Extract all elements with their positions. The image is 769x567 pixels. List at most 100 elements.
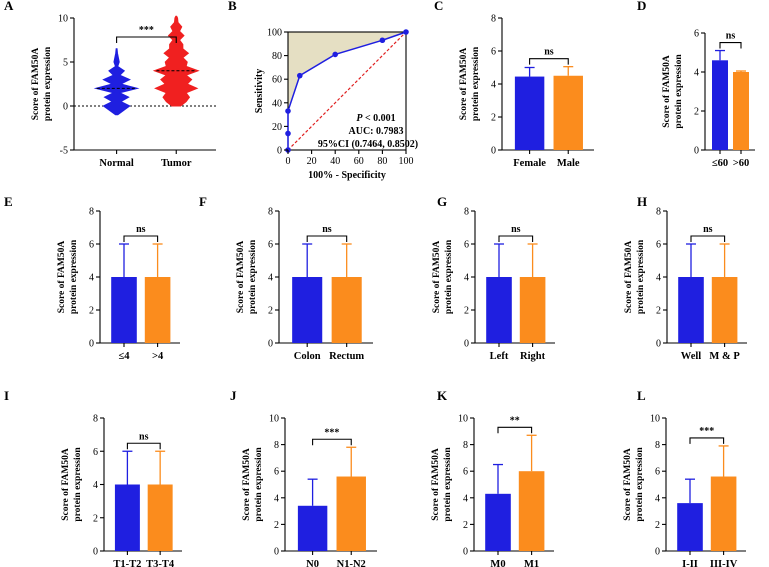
y-axis-title-line: Score of FAM50A bbox=[662, 55, 672, 128]
chart-panel-e: E 8 6 4 2 0 Score of FAM50A protein expression ≤… bbox=[4, 194, 180, 362]
y-tick-label: 6 bbox=[656, 240, 661, 251]
y-axis-title-line: Score of FAM50A bbox=[242, 448, 252, 521]
chart-panel-f: F 8 6 4 2 0 Score of FAM50A protein expression C… bbox=[199, 194, 373, 362]
y-tick-label: 0 bbox=[464, 339, 469, 350]
panel-label: D bbox=[637, 0, 646, 13]
y-tick-label: 2 bbox=[93, 513, 98, 524]
y-axis-title-line: protein expression bbox=[636, 239, 646, 314]
significance-bracket bbox=[719, 42, 742, 49]
y-tick-label: 40 bbox=[272, 98, 282, 109]
y-tick-label: 4 bbox=[694, 68, 699, 79]
y-axis-title-line: Score of FAM50A bbox=[236, 241, 246, 314]
y-tick-label: 6 bbox=[491, 47, 496, 58]
panel-label: J bbox=[230, 388, 237, 403]
x-category-label: Female bbox=[513, 158, 546, 169]
bar-0 bbox=[677, 503, 703, 551]
bar-0 bbox=[712, 60, 728, 150]
y-tick-label: 4 bbox=[93, 480, 98, 491]
y-tick-label: 2 bbox=[274, 520, 279, 531]
y-tick-label: 2 bbox=[268, 306, 273, 317]
y-axis-title-line: protein expression bbox=[471, 46, 481, 121]
y-tick-label: 6 bbox=[89, 240, 94, 251]
y-axis-title-line: Score of FAM50A bbox=[31, 48, 41, 121]
y-axis-title-line: protein expression bbox=[248, 239, 258, 314]
x-category-label: Normal bbox=[99, 158, 133, 169]
chart-panel-k: K 10 8 6 4 2 0 Score of FAM50A protein expressio… bbox=[431, 388, 554, 567]
violin-1 bbox=[152, 15, 200, 107]
significance-label: ns bbox=[511, 224, 521, 235]
bar-1 bbox=[144, 277, 171, 343]
y-tick-label: 8 bbox=[463, 440, 468, 451]
y-tick-label: 0 bbox=[93, 547, 98, 558]
significance-label: *** bbox=[699, 426, 714, 437]
y-axis-title-line: Score of FAM50A bbox=[623, 448, 633, 521]
y-tick-label: 0 bbox=[63, 102, 68, 113]
y-axis-title: Score of FAM50A protein expression bbox=[432, 239, 454, 314]
x-tick-label: 80 bbox=[377, 156, 387, 167]
chart-panel-a: A 10 5 0 -5 Score of FAM50A protein expression… bbox=[4, 0, 216, 169]
y-axis-title: Score of FAM50A protein expression bbox=[624, 239, 646, 314]
y-tick-label: 10 bbox=[458, 414, 468, 425]
p-value-symbol: P bbox=[356, 113, 363, 124]
significance-bracket bbox=[123, 235, 159, 242]
chart-panel-c: C 8 6 4 2 0 Score of FAM50A protein expression F… bbox=[434, 0, 594, 169]
x-category-label: Left bbox=[490, 351, 509, 362]
x-category-label: Male bbox=[557, 158, 580, 169]
y-tick-label: 2 bbox=[464, 306, 469, 317]
significance-bracket bbox=[116, 36, 177, 43]
x-category-label: M1 bbox=[524, 559, 539, 567]
y-axis-title: Score of FAM50A protein expression bbox=[623, 447, 645, 522]
y-tick-label: 2 bbox=[655, 520, 660, 531]
y-tick-label: 8 bbox=[491, 14, 496, 25]
bar-1 bbox=[331, 277, 362, 343]
panel-label: G bbox=[437, 194, 447, 209]
y-axis-title-line: Score of FAM50A bbox=[57, 241, 67, 314]
significance-label: ns bbox=[322, 224, 332, 235]
panel-label: F bbox=[199, 194, 207, 209]
panel-label: I bbox=[4, 388, 9, 403]
y-tick-label: 0 bbox=[491, 146, 496, 157]
y-tick-label: 10 bbox=[269, 414, 279, 425]
panel-label: C bbox=[434, 0, 443, 13]
y-axis-title-line: protein expression bbox=[73, 447, 83, 522]
plot-frame bbox=[287, 31, 407, 151]
x-category-label: T1-T2 bbox=[113, 559, 141, 567]
bar-1 bbox=[553, 75, 583, 150]
chart-panel-h: H8 6 4 2 0 Score of FAM50A protein expression W… bbox=[624, 194, 747, 362]
y-tick-label: 6 bbox=[268, 240, 273, 251]
x-category-label: Right bbox=[520, 351, 546, 362]
y-tick-label: 6 bbox=[464, 240, 469, 251]
y-tick-label: 2 bbox=[89, 306, 94, 317]
y-axis-title-line: protein expression bbox=[674, 54, 684, 129]
y-tick-label: 6 bbox=[463, 467, 468, 478]
y-tick-label: 0 bbox=[277, 146, 282, 157]
panel-label: A bbox=[4, 0, 14, 13]
reference-diagonal bbox=[287, 31, 407, 151]
x-tick-label: 100 bbox=[399, 156, 414, 167]
y-tick-label: 2 bbox=[656, 306, 661, 317]
y-axis-title-line: Score of FAM50A bbox=[459, 48, 469, 121]
y-tick-label: 2 bbox=[491, 113, 496, 124]
x-tick-label: 60 bbox=[354, 156, 364, 167]
auc-annotation: AUC: 0.7983 bbox=[349, 126, 404, 137]
y-axis-title: Score of FAM50A protein expression bbox=[459, 46, 481, 121]
bar-1 bbox=[519, 277, 546, 343]
x-category-label: >4 bbox=[152, 351, 164, 362]
y-tick-label: 4 bbox=[656, 273, 661, 284]
roc-point bbox=[297, 72, 303, 79]
panel-label: K bbox=[437, 388, 448, 403]
y-axis-title-line: protein expression bbox=[635, 447, 645, 522]
y-tick-label: 10 bbox=[650, 414, 660, 425]
significance-bracket bbox=[497, 426, 533, 434]
x-category-label: Rectum bbox=[329, 351, 364, 362]
x-category-label: N0 bbox=[306, 559, 319, 567]
y-axis-title: Score of FAM50A protein expression bbox=[236, 239, 258, 314]
significance-bracket bbox=[529, 58, 569, 65]
y-tick-label: 6 bbox=[93, 447, 98, 458]
y-tick-label: 4 bbox=[464, 273, 469, 284]
y-tick-label: 8 bbox=[89, 207, 94, 218]
x-category-label: I-II bbox=[682, 559, 698, 567]
y-tick-label: 0 bbox=[268, 339, 273, 350]
y-tick-label: 4 bbox=[274, 493, 279, 504]
